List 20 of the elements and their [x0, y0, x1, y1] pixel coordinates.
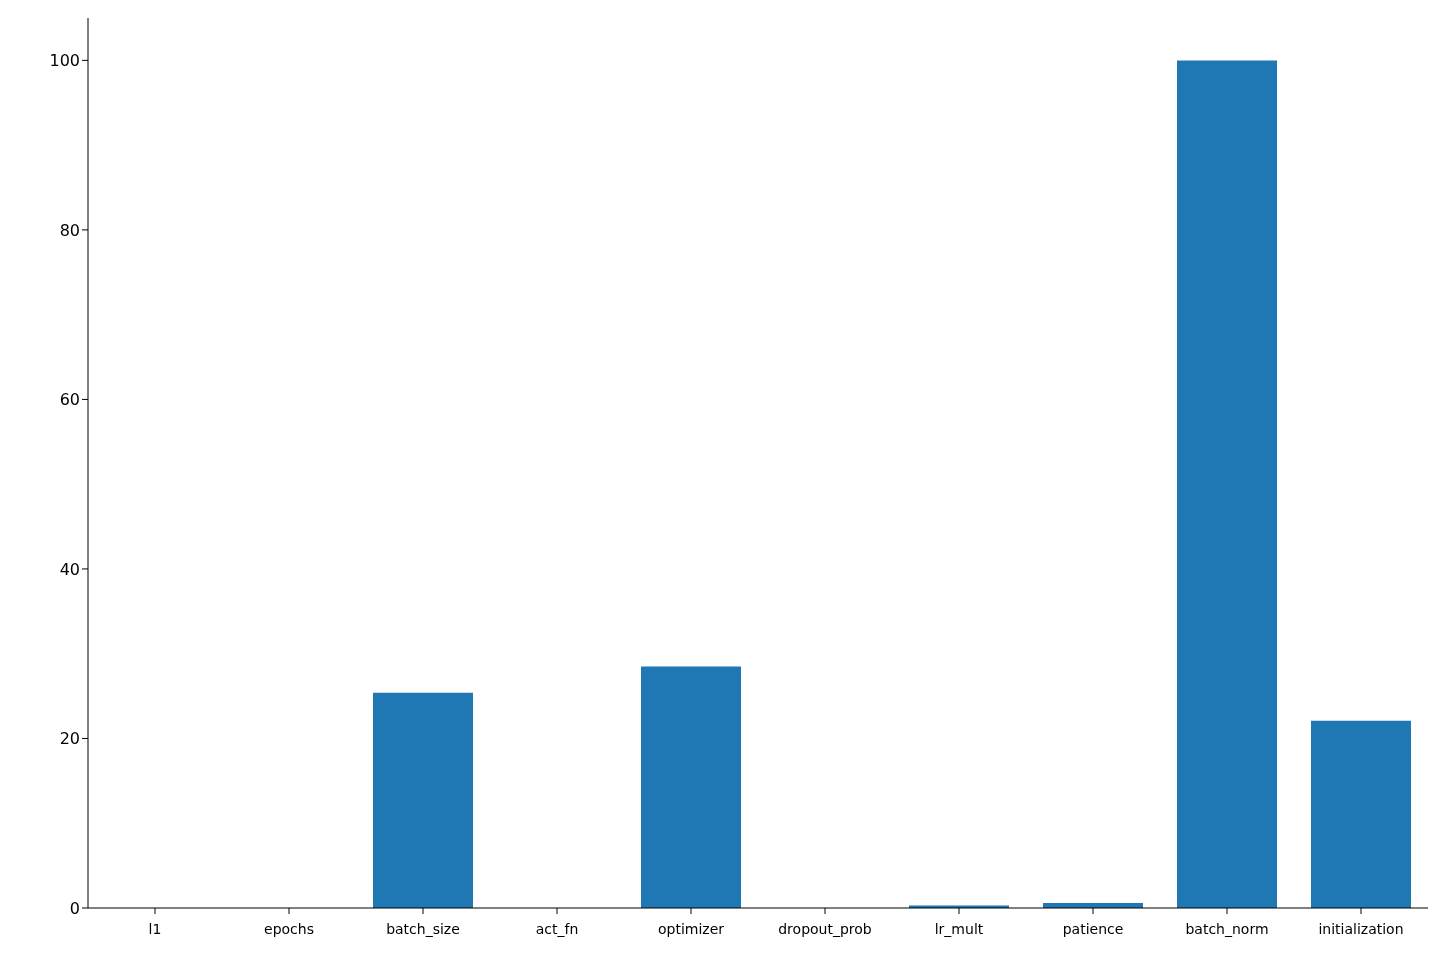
x-tick-label: lr_mult: [934, 921, 984, 937]
bar: [641, 666, 741, 908]
x-tick-label: batch_norm: [1185, 921, 1269, 937]
y-tick-label: 20: [59, 729, 80, 749]
y-tick-label: 80: [59, 220, 80, 240]
x-tick-label: epochs: [264, 921, 314, 937]
x-tick-label: act_fn: [535, 921, 579, 937]
bar: [1311, 720, 1411, 908]
x-tick-label: initialization: [1318, 921, 1404, 937]
x-tick-label: l1: [148, 921, 162, 937]
x-tick-label: patience: [1062, 921, 1124, 937]
x-tick-label: batch_size: [386, 921, 460, 937]
y-tick-label: 100: [49, 51, 80, 71]
x-tick-label: dropout_prob: [778, 921, 872, 937]
y-tick-label: 40: [59, 559, 80, 579]
x-tick-label: optimizer: [657, 921, 725, 937]
y-tick-label: 0: [69, 898, 80, 918]
bar: [373, 692, 473, 908]
y-tick-label: 60: [59, 390, 80, 410]
bar: [1177, 60, 1277, 908]
